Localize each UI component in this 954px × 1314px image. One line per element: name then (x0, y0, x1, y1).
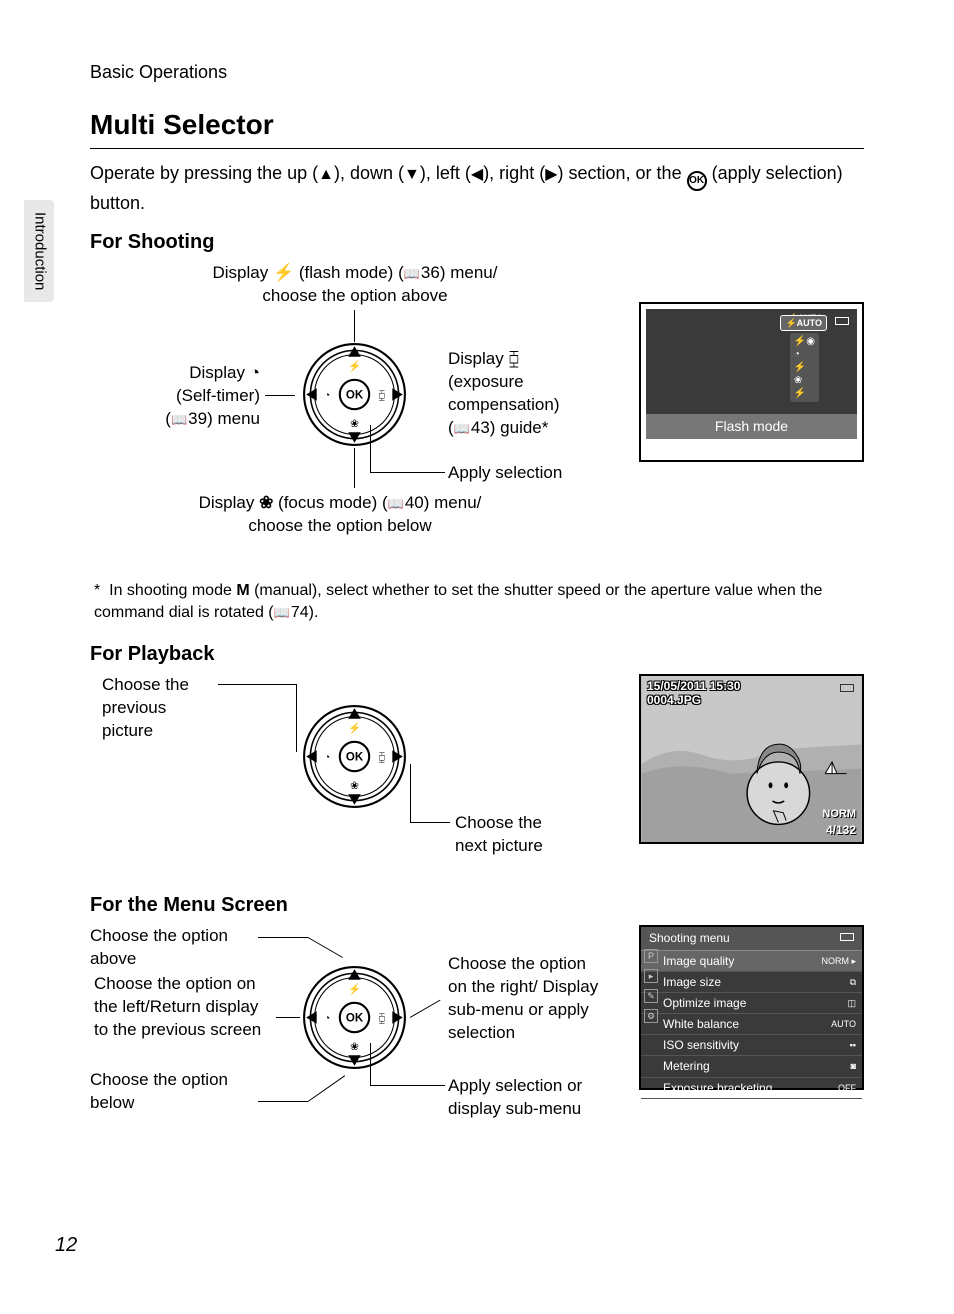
svg-text:⧮: ⧮ (378, 752, 385, 764)
menu-side-icon: ✎ (644, 989, 658, 1003)
auto-badge-icon: ⚡AUTO (780, 315, 827, 331)
menu-item: ISO sensitivity (663, 1037, 739, 1053)
svg-text:❀: ❀ (350, 780, 359, 792)
flash-mode-screen: ⚡AUTO ⚡AUTO ⚡◉ ◔ ⚡ ❀ ⚡ Flash mode (639, 302, 864, 462)
menu-item: Image quality (663, 953, 734, 969)
menu-side-icon: ▸ (644, 969, 658, 983)
menu-item: Image size (663, 974, 721, 990)
multi-selector-dial: OK ⚡ ❀ ◔ ⧮ (302, 704, 407, 809)
menu-side-icon: ⚙ (644, 1009, 658, 1023)
shooting-left-label: Display ◔ (Self-timer) (39) menu (130, 362, 260, 431)
menu-up-label: Choose the option above (90, 925, 260, 971)
playback-left-label: Choose the previous picture (102, 674, 212, 743)
shooting-apply-label: Apply selection (448, 462, 562, 485)
menuscreen-heading: For the Menu Screen (90, 892, 864, 919)
multi-selector-dial: OK ⚡ ❀ ◔ ⧮ (302, 965, 407, 1070)
multi-selector-dial: OK ⚡ ❀ ◔ ⧮ (302, 342, 407, 447)
svg-text:OK: OK (346, 390, 364, 402)
screen-label-bar: Flash mode (646, 414, 857, 439)
shooting-right-label: Display ⧮ (exposure compensation) (43) g… (448, 348, 598, 440)
battery-icon (840, 684, 854, 692)
menu-item: Exposure bracketing (663, 1080, 772, 1096)
svg-text:OK: OK (346, 1013, 364, 1025)
up-triangle-icon: ▲ (318, 166, 334, 183)
svg-text:◔: ◔ (324, 752, 330, 764)
menu-ok-label: Apply selection or display sub-menu (448, 1075, 608, 1121)
playback-screen: 15/05/2011 15:300004.JPG NORM 4/132 (639, 674, 864, 844)
svg-text:◔: ◔ (324, 390, 330, 402)
intro-text: Operate by pressing the up (▲), down (▼)… (90, 161, 864, 215)
manual-mode-icon: M (236, 582, 249, 599)
playback-heading: For Playback (90, 641, 864, 668)
svg-text:❀: ❀ (350, 418, 359, 430)
menu-title: Shooting menu (649, 930, 730, 946)
menu-right-label: Choose the option on the right/ Display … (448, 953, 608, 1045)
menu-item: Optimize image (663, 995, 746, 1011)
svg-text:⧮: ⧮ (378, 1013, 385, 1025)
svg-text:⚡: ⚡ (348, 983, 361, 996)
svg-text:⧮: ⧮ (378, 390, 385, 402)
svg-text:OK: OK (346, 752, 364, 764)
menu-down-label: Choose the option below (90, 1069, 260, 1115)
svg-text:◔: ◔ (324, 1013, 330, 1025)
svg-text:❀: ❀ (350, 1041, 359, 1053)
playback-count: 4/132 (826, 822, 856, 838)
focus-icon: ❀ (259, 493, 273, 512)
side-tab-introduction: Introduction (24, 200, 54, 302)
book-icon (171, 409, 188, 428)
shooting-menu-screen: Shooting menu P ▸ ✎ ⚙ Image qualityNORM … (639, 925, 864, 1090)
playback-norm: NORM (822, 807, 856, 822)
shooting-top-label: Display ⚡ (flash mode) (36) menu/choose … (205, 262, 505, 308)
svg-text:⚡: ⚡ (348, 722, 361, 735)
book-icon (454, 418, 471, 437)
screen-mode-icons: ⚡◉ ◔ ⚡ ❀ ⚡ (790, 333, 819, 402)
menu-left-label: Choose the option on the left/Return dis… (94, 973, 274, 1042)
page-title: Multi Selector (90, 106, 864, 149)
playback-date: 15/05/2011 15:300004.JPG (647, 680, 740, 706)
footnote: * In shooting mode M (manual), select wh… (94, 580, 864, 623)
book-icon (388, 493, 405, 512)
right-triangle-icon: ▶ (545, 166, 557, 183)
svg-text:⚡: ⚡ (348, 359, 361, 372)
book-icon (274, 604, 291, 621)
flash-icon: ⚡ (273, 263, 294, 282)
down-triangle-icon: ▼ (404, 166, 420, 183)
page-number: 12 (55, 1232, 77, 1259)
left-triangle-icon: ◀ (471, 166, 483, 183)
menu-side-icon: P (644, 949, 658, 963)
menu-item: White balance (663, 1016, 739, 1032)
playback-right-label: Choose the next picture (455, 812, 575, 858)
menu-item: Metering (663, 1058, 710, 1074)
book-icon (404, 263, 421, 282)
exposure-icon: ⧮ (508, 349, 519, 368)
shooting-heading: For Shooting (90, 229, 864, 256)
ok-button-icon: OK (687, 171, 707, 191)
shooting-bottom-label: Display ❀ (focus mode) (40) menu/choose … (190, 492, 490, 538)
self-timer-icon: ◔ (250, 363, 260, 382)
battery-icon (835, 317, 849, 325)
page-header: Basic Operations (90, 60, 864, 84)
battery-icon (840, 933, 854, 941)
